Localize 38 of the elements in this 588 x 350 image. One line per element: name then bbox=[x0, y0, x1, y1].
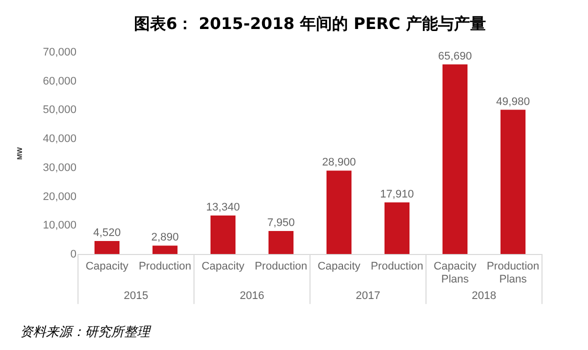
x-tick-label: Production Plans bbox=[486, 260, 540, 286]
data-label: 2,890 bbox=[151, 232, 179, 244]
x-tick-label: Capacity bbox=[86, 260, 129, 272]
y-tick-label: 50,000 bbox=[42, 104, 76, 116]
bar bbox=[210, 216, 236, 254]
x-tick-label: Capacity bbox=[318, 260, 361, 272]
text: 资料来源：研究所整理 bbox=[20, 324, 152, 339]
data-label: 17,910 bbox=[380, 188, 414, 200]
data-label: 28,900 bbox=[322, 156, 356, 169]
bar bbox=[326, 170, 352, 254]
bar bbox=[442, 64, 468, 254]
text: 2018 bbox=[472, 290, 496, 302]
x-tick-label: Capacity bbox=[202, 260, 245, 272]
data-label: 4,520 bbox=[93, 226, 121, 239]
data-label: 49,980 bbox=[496, 96, 530, 108]
y-tick-label: 30,000 bbox=[42, 162, 76, 174]
x-tick-label: Production bbox=[370, 260, 424, 272]
y-tick-label: 40,000 bbox=[42, 133, 76, 146]
data-label: 7,950 bbox=[267, 217, 295, 230]
y-tick-label: 0 bbox=[70, 248, 76, 260]
data-label: 65,690 bbox=[438, 50, 472, 62]
bar bbox=[268, 231, 294, 254]
text: 2015 bbox=[124, 290, 148, 302]
text: 2016 bbox=[240, 290, 264, 302]
x-tick-label: Capacity Plans bbox=[434, 260, 477, 286]
chart-title: 图表6： 2015-2018 年间的 PERC 产能与产量 bbox=[134, 14, 486, 33]
x-tick-label: Production bbox=[138, 260, 192, 272]
y-tick-label: 60,000 bbox=[42, 75, 76, 88]
bar bbox=[152, 246, 178, 254]
x-tick-label: Production bbox=[254, 260, 308, 272]
text: 2017 bbox=[356, 290, 380, 302]
bar bbox=[94, 240, 120, 254]
y-tick-label: 70,000 bbox=[42, 46, 76, 58]
y-tick-label: 10,000 bbox=[42, 220, 76, 232]
data-label: 13,340 bbox=[206, 202, 240, 214]
bar bbox=[384, 202, 410, 254]
bar bbox=[500, 110, 526, 254]
y-tick-label: 20,000 bbox=[42, 190, 76, 203]
